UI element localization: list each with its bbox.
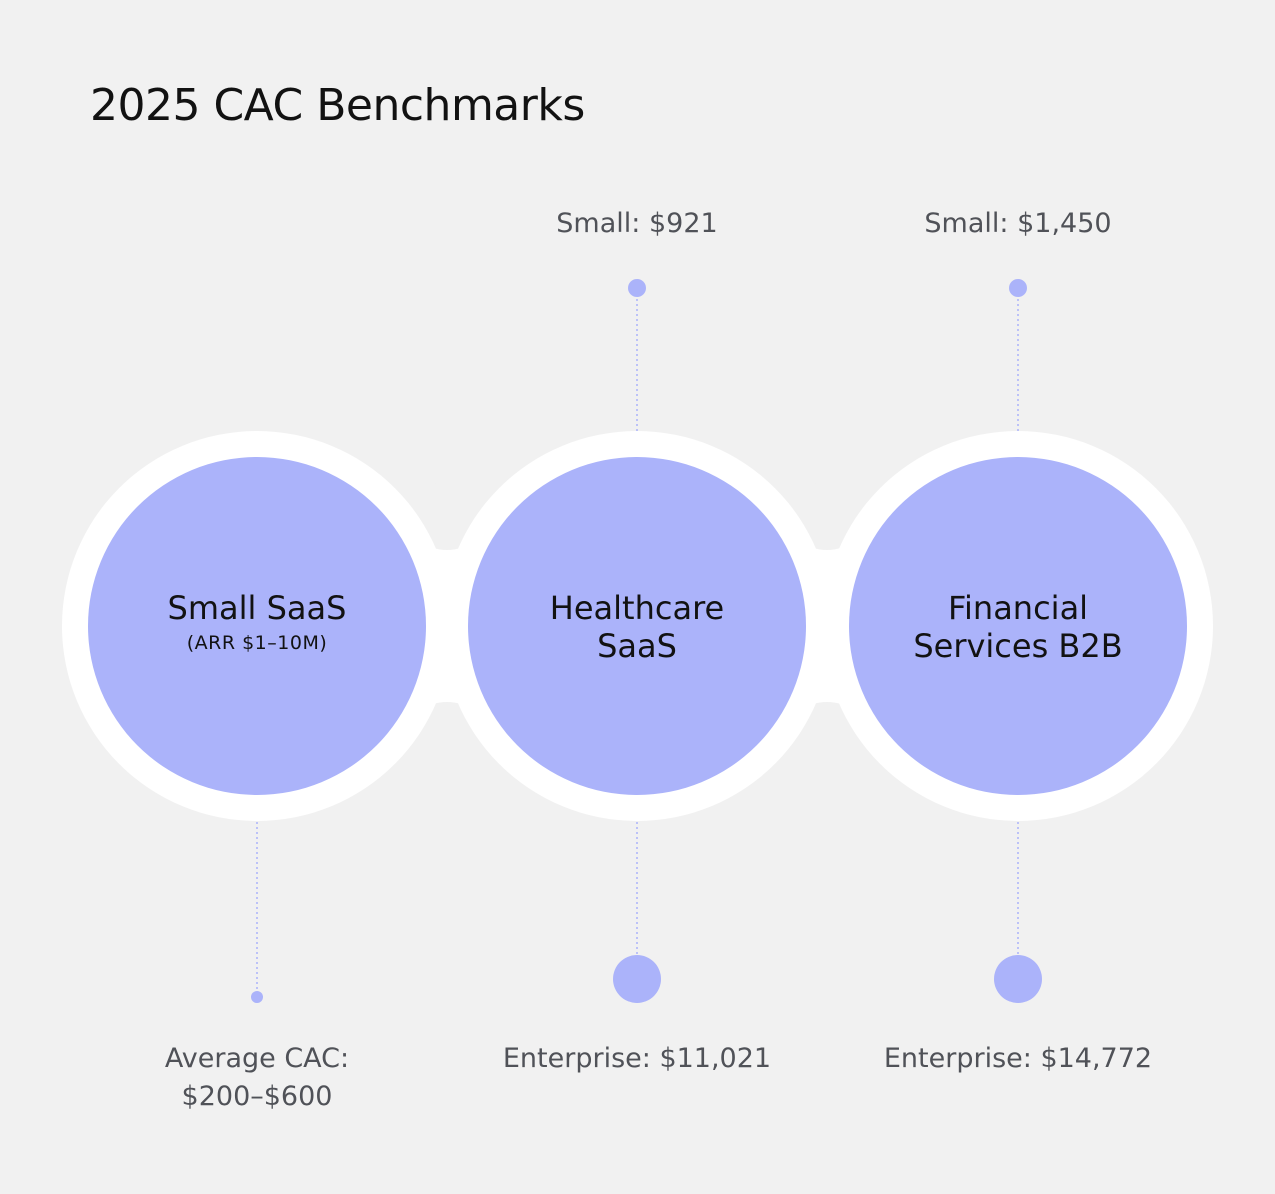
marker-financial-enterprise <box>994 955 1042 1003</box>
marker-healthcare-enterprise <box>613 955 661 1003</box>
marker-financial-small <box>1009 279 1027 297</box>
segment-label-financial-services: Financial Services B2B <box>848 589 1188 665</box>
segment-subtitle: (ARR $1–10M) <box>186 632 328 654</box>
healthcare-enterprise-value: Enterprise: $11,021 <box>502 1043 772 1074</box>
segment-label-healthcare-saas: Healthcare SaaS <box>467 589 807 665</box>
segment-name: Financial Services B2B <box>913 589 1123 665</box>
segment-name: Small SaaS <box>167 589 347 627</box>
circle-healthcare-saas <box>468 457 806 795</box>
marker-healthcare-small <box>628 279 646 297</box>
financial-enterprise-value: Enterprise: $14,772 <box>883 1043 1153 1074</box>
page-title: 2025 CAC Benchmarks <box>90 80 585 131</box>
segment-label-small-saas: Small SaaS (ARR $1–10M) <box>87 589 427 657</box>
circle-financial-services <box>849 457 1187 795</box>
marker-small-saas-average <box>251 991 263 1003</box>
financial-small-value: Small: $1,450 <box>924 208 1112 239</box>
healthcare-small-value: Small: $921 <box>556 208 718 239</box>
circle-small-saas <box>88 457 426 795</box>
segment-name: Healthcare SaaS <box>549 589 725 665</box>
small-saas-average-value: Average CAC: $200–$600 <box>164 1043 350 1112</box>
